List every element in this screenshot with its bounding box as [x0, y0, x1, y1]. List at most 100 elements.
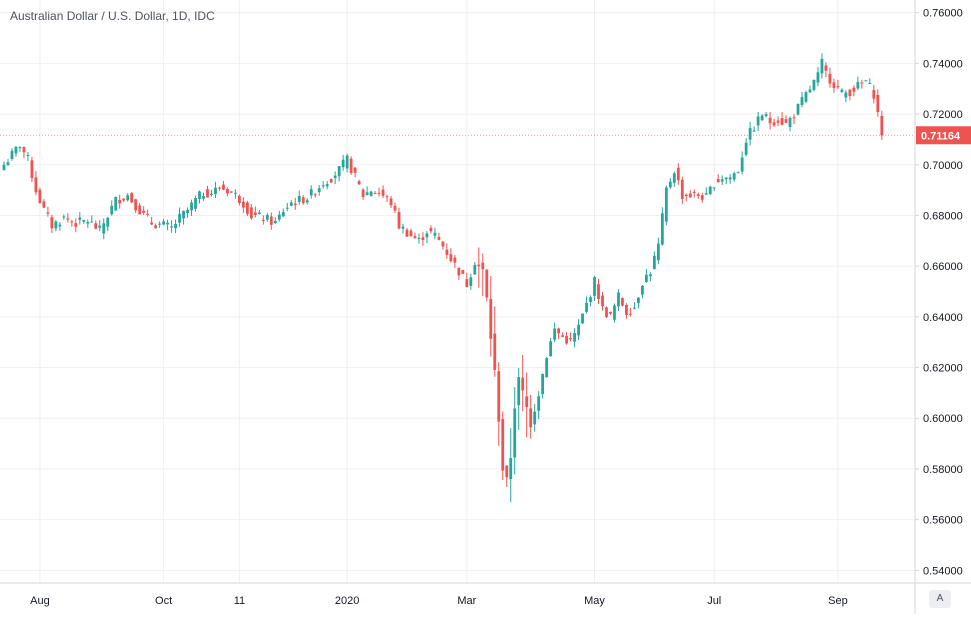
candle	[90, 215, 94, 223]
candle	[716, 174, 720, 183]
candle	[732, 171, 736, 182]
y-tick-label: 0.66000	[923, 261, 963, 273]
candle-body	[776, 120, 780, 123]
candle-body	[621, 298, 624, 306]
candle	[289, 200, 293, 207]
candle-body	[118, 199, 122, 204]
candle-body	[561, 335, 564, 337]
candle	[824, 62, 828, 78]
candle-body	[573, 332, 576, 342]
candles	[2, 53, 884, 503]
candle	[146, 209, 150, 217]
candle-body	[102, 223, 106, 234]
candle-body	[389, 198, 393, 206]
candle	[481, 253, 485, 297]
candle-body	[660, 213, 664, 245]
candle	[329, 178, 333, 184]
candle-body	[525, 396, 529, 408]
candle-body	[78, 217, 82, 220]
candle-body	[413, 236, 417, 239]
candle	[86, 219, 90, 228]
candle	[569, 332, 572, 342]
candle-body	[437, 236, 441, 240]
candle-body	[293, 203, 297, 206]
candle-body	[86, 221, 90, 224]
candle	[58, 222, 62, 231]
candle-body	[489, 299, 493, 339]
candle	[760, 114, 764, 121]
candle	[118, 194, 122, 209]
candle	[190, 199, 193, 216]
candle-body	[545, 358, 549, 378]
candle	[321, 181, 325, 189]
candle	[541, 373, 545, 399]
candle	[30, 156, 34, 183]
candle-body	[509, 458, 513, 480]
candle	[82, 219, 86, 224]
candle	[98, 220, 102, 232]
candle	[864, 80, 868, 82]
candle	[469, 273, 473, 290]
candle	[880, 110, 884, 141]
candle	[445, 243, 449, 259]
candle	[174, 219, 177, 234]
candle	[752, 126, 756, 132]
candle-body	[425, 233, 429, 238]
candle	[832, 78, 836, 93]
candle-body	[397, 212, 401, 229]
candle	[457, 267, 461, 281]
candle-body	[329, 179, 333, 183]
candle	[437, 232, 441, 241]
candle-body	[585, 302, 588, 312]
candle-body	[333, 175, 337, 178]
candle-body	[844, 92, 848, 98]
candle	[644, 269, 648, 283]
candle	[756, 111, 760, 132]
candle-body	[74, 223, 78, 227]
candle	[214, 181, 217, 198]
candle	[589, 295, 592, 307]
x-tick-label: 11	[234, 595, 245, 607]
candle	[285, 202, 289, 212]
candle	[577, 319, 580, 340]
candle	[138, 202, 142, 215]
candle	[234, 189, 237, 199]
candle	[226, 187, 229, 197]
last-price-badge	[916, 126, 971, 145]
auto-scale-button[interactable]: A	[929, 590, 951, 608]
candle	[521, 354, 525, 412]
candle	[18, 146, 22, 152]
candle	[553, 322, 557, 343]
candle-body	[345, 155, 349, 169]
candle	[812, 79, 816, 92]
candle	[581, 313, 584, 324]
candle-body	[513, 408, 517, 458]
candle-body	[768, 117, 772, 124]
candle-body	[273, 220, 277, 224]
y-tick-label: 0.74000	[923, 58, 963, 70]
candle-body	[58, 224, 62, 227]
candle-body	[265, 214, 269, 220]
candle	[377, 187, 381, 197]
candle-body	[449, 254, 453, 262]
candle-body	[429, 227, 433, 232]
candle-body	[700, 195, 704, 200]
candle-body	[269, 216, 273, 225]
candle-body	[828, 73, 832, 84]
candle-body	[10, 150, 14, 160]
candle-body	[856, 82, 860, 89]
candle	[62, 214, 66, 220]
candle	[162, 218, 165, 226]
candle-body	[70, 221, 74, 223]
candle	[860, 79, 864, 89]
candle-body	[760, 115, 764, 121]
candle-body	[617, 292, 620, 307]
candle	[126, 193, 130, 202]
candle	[601, 292, 604, 311]
candle-body	[633, 307, 636, 309]
candle	[700, 192, 704, 203]
candle	[625, 303, 628, 319]
candle-body	[297, 195, 301, 202]
candle-body	[644, 274, 648, 282]
